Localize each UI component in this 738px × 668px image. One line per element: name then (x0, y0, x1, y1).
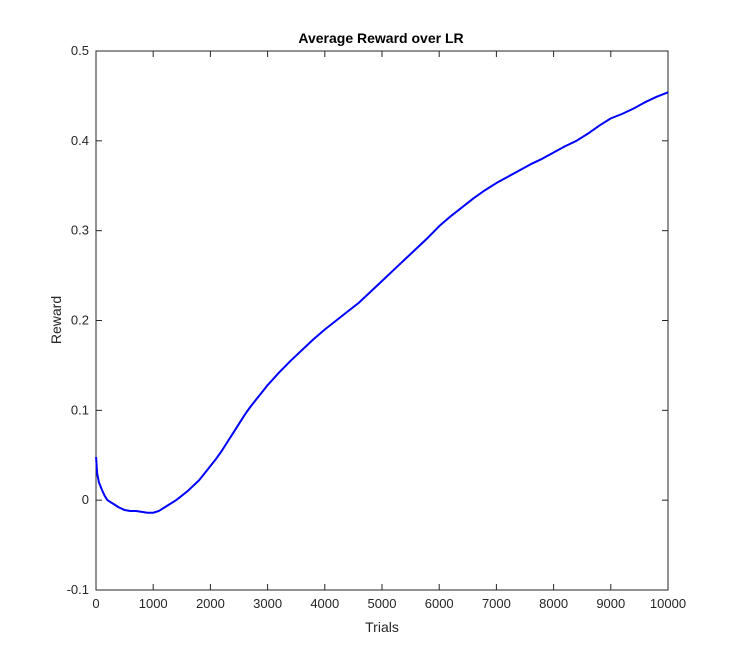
y-tick-label: 0.3 (71, 223, 89, 238)
axes-box (95, 50, 669, 591)
y-tick-label: -0.1 (67, 582, 89, 597)
y-tick-label: 0.2 (71, 313, 89, 328)
x-tick-label: 9000 (596, 596, 625, 611)
x-tick-label: 4000 (310, 596, 339, 611)
y-tick-label: 0 (82, 492, 89, 507)
x-tick-label: 3000 (253, 596, 282, 611)
y-tick-label: 0.4 (71, 133, 89, 148)
chart-title: Average Reward over LR (298, 30, 463, 46)
series-layer (95, 91, 669, 514)
plot-area (95, 50, 669, 591)
x-tick-label: 7000 (482, 596, 511, 611)
x-axis-label: Trials (365, 619, 399, 635)
y-axis: -0.1 0 0.1 0.2 0.3 0.4 0.5 (67, 43, 668, 597)
x-tick-label: 1000 (139, 596, 168, 611)
x-tick-label: 2000 (196, 596, 225, 611)
x-tick-label: 5000 (368, 596, 397, 611)
x-axis: 0 1000 2000 3000 4000 5000 6000 7000 8000 9000 100… (92, 51, 686, 611)
x-tick-label: 8000 (539, 596, 568, 611)
series-line (95, 91, 669, 514)
x-tick-label: 6000 (425, 596, 454, 611)
y-axis-label: Reward (48, 296, 64, 344)
x-tick-label: 0 (92, 596, 99, 611)
y-tick-label: 0.1 (71, 402, 89, 417)
y-tick-label: 0.5 (71, 43, 89, 58)
x-tick-label: 10000 (650, 596, 686, 611)
